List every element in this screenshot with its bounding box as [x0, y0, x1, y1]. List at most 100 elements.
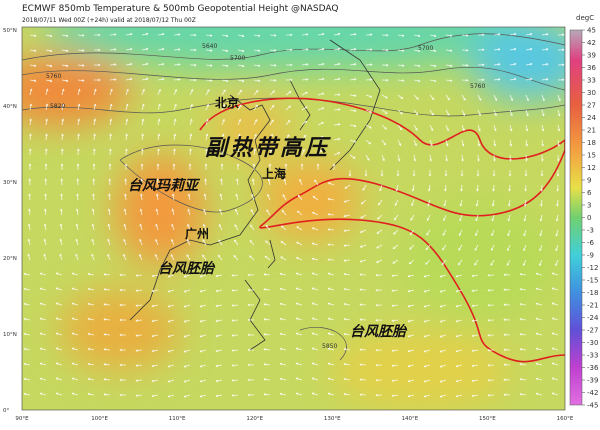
wind-arrow-head	[407, 379, 411, 383]
wind-arrow-head	[257, 49, 261, 53]
wind-arrow-head	[359, 378, 362, 381]
wind-arrow	[328, 288, 335, 291]
wind-arrow-head	[183, 320, 187, 323]
wind-arrow-head	[231, 289, 234, 292]
wind-arrow-head	[343, 317, 347, 321]
wind-arrow-head	[91, 223, 95, 227]
wind-arrow-head	[155, 238, 158, 242]
wind-arrow	[393, 229, 399, 235]
wind-arrow-head	[271, 119, 274, 122]
wind-arrow	[408, 379, 415, 382]
wind-arrow	[394, 199, 399, 206]
wind-arrow-head	[556, 174, 560, 177]
wind-arrow	[125, 33, 132, 36]
wind-arrow-head	[455, 394, 459, 398]
wind-arrow	[235, 194, 239, 201]
wind-arrow	[312, 242, 319, 246]
wind-arrow-head	[449, 79, 453, 82]
longitude-label: 140°E	[401, 416, 418, 422]
wind-arrow	[312, 272, 319, 276]
wind-arrow	[40, 362, 47, 366]
wind-arrow-head	[311, 272, 315, 275]
wind-arrow	[253, 64, 260, 67]
wind-arrow	[45, 104, 48, 111]
wind-arrow-head	[263, 273, 267, 276]
wind-arrow	[231, 349, 239, 351]
wind-arrow	[280, 318, 287, 321]
wind-arrow	[109, 133, 112, 141]
wind-arrow-head	[409, 232, 413, 236]
wind-arrow-head	[493, 128, 497, 132]
wind-arrow	[409, 244, 415, 250]
wind-arrow	[266, 209, 271, 216]
wind-arrow-head	[44, 208, 47, 212]
wind-arrow-head	[493, 159, 496, 162]
wind-arrow	[472, 379, 479, 382]
wind-arrow	[135, 379, 143, 382]
wind-arrow	[317, 122, 324, 126]
wind-arrow	[456, 289, 463, 292]
wind-arrow	[173, 104, 177, 111]
wind-arrow	[445, 139, 449, 146]
wind-arrow-head	[255, 89, 259, 93]
wind-arrow-head	[103, 288, 107, 291]
wind-arrow-head	[91, 208, 95, 212]
wind-arrow-head	[253, 148, 257, 152]
colorbar-tick-label: -3	[587, 227, 594, 235]
wind-arrow	[381, 124, 387, 130]
wind-arrow	[461, 94, 466, 101]
wind-arrow	[507, 244, 511, 251]
wind-arrow	[476, 184, 479, 192]
wind-arrow-head	[487, 378, 490, 382]
wind-arrow	[523, 229, 527, 236]
wind-arrow-head	[236, 178, 239, 182]
wind-arrow-head	[562, 63, 565, 67]
wind-arrow-head	[65, 34, 69, 38]
wind-arrow-head	[199, 394, 203, 398]
wind-arrow	[493, 124, 497, 131]
wind-arrow-head	[393, 232, 396, 235]
wind-arrow	[168, 349, 175, 353]
wind-arrow-head	[247, 273, 250, 277]
wind-arrow-head	[555, 263, 558, 267]
wind-arrow-head	[337, 77, 341, 81]
wind-arrow-head	[439, 365, 443, 368]
wind-arrow	[509, 139, 512, 146]
colorbar-tick-label: -36	[587, 364, 599, 372]
wind-arrow-head	[551, 287, 555, 290]
wind-arrow	[91, 239, 95, 246]
wind-arrow-head	[545, 78, 549, 81]
wind-arrow	[344, 363, 351, 366]
wind-arrow-head	[491, 203, 495, 207]
wind-arrow	[152, 364, 159, 367]
wind-arrow-head	[287, 119, 291, 123]
wind-arrow-head	[264, 255, 268, 259]
wind-arrow-head	[249, 239, 253, 243]
wind-arrow	[189, 104, 193, 111]
wind-arrow-head	[497, 33, 501, 36]
colorbar-tick-label: -24	[587, 314, 599, 322]
wind-arrow-head	[265, 240, 268, 243]
wind-arrow-head	[129, 32, 133, 36]
wind-arrow-head	[167, 349, 171, 353]
wind-arrow	[552, 332, 559, 336]
wind-arrow-head	[87, 347, 91, 351]
wind-arrow	[520, 378, 527, 381]
wind-arrow	[29, 79, 36, 82]
wind-arrow-head	[183, 275, 187, 278]
wind-arrow-head	[525, 143, 529, 147]
wind-arrow-head	[263, 363, 267, 366]
wind-arrow-head	[439, 305, 443, 308]
wind-arrow	[536, 378, 543, 381]
wind-arrow-head	[503, 378, 506, 382]
wind-arrow	[184, 364, 191, 368]
wind-arrow-head	[241, 49, 245, 53]
wind-arrow-head	[455, 319, 459, 323]
wind-arrow	[56, 377, 63, 381]
wind-arrow	[103, 378, 111, 381]
wind-arrow-head	[173, 118, 177, 122]
wind-arrow-head	[413, 158, 417, 162]
wind-arrow-head	[28, 178, 32, 181]
wind-arrow	[360, 214, 367, 219]
map-field	[22, 27, 565, 410]
